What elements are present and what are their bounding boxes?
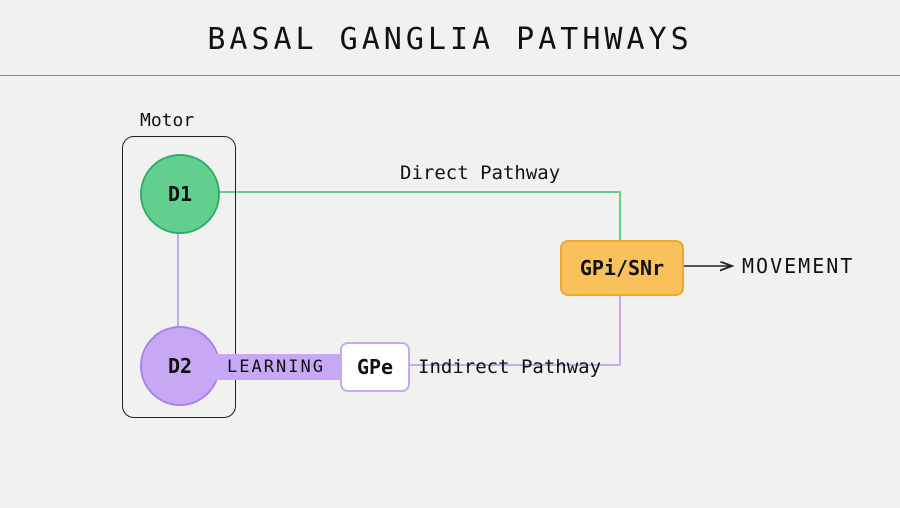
- node-d1: D1: [140, 154, 220, 234]
- node-d1-label: D1: [168, 182, 192, 206]
- node-gpe-label: GPe: [357, 355, 393, 379]
- edge-d1-gpi: [216, 192, 620, 240]
- label-indirect-pathway: Indirect Pathway: [418, 356, 601, 378]
- learning-bar: LEARNING: [210, 354, 342, 380]
- node-gpe: GPe: [340, 342, 410, 392]
- diagram-canvas: Motor D1 D2 LEARNING GPe GPi/SNr Direct …: [0, 76, 900, 506]
- motor-label: Motor: [140, 110, 194, 131]
- page-title: BASAL GANGLIA PATHWAYS: [0, 0, 900, 75]
- node-d2-label: D2: [168, 354, 192, 378]
- edge-gpe-gpi: [406, 292, 620, 365]
- node-gpi: GPi/SNr: [560, 240, 684, 296]
- label-direct-pathway: Direct Pathway: [400, 162, 560, 184]
- label-movement: MOVEMENT: [742, 254, 854, 278]
- learning-label: LEARNING: [227, 357, 325, 377]
- node-gpi-label: GPi/SNr: [580, 256, 664, 280]
- node-d2: D2: [140, 326, 220, 406]
